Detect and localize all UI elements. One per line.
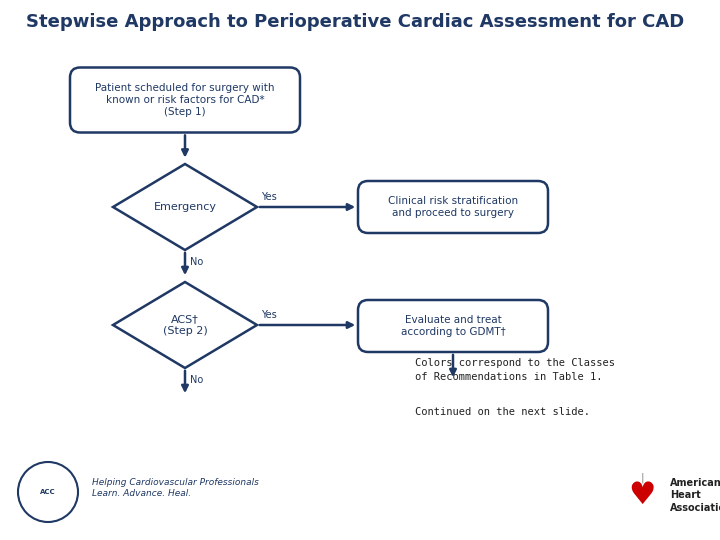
Text: Yes: Yes bbox=[261, 310, 276, 320]
FancyBboxPatch shape bbox=[70, 68, 300, 132]
Text: Patient scheduled for surgery with
known or risk factors for CAD*
(Step 1): Patient scheduled for surgery with known… bbox=[95, 83, 275, 117]
Text: Helping Cardiovascular Professionals
Learn. Advance. Heal.: Helping Cardiovascular Professionals Lea… bbox=[92, 477, 259, 498]
Text: Clinical risk stratification
and proceed to surgery: Clinical risk stratification and proceed… bbox=[388, 196, 518, 218]
FancyBboxPatch shape bbox=[358, 181, 548, 233]
Text: No: No bbox=[190, 375, 203, 385]
Polygon shape bbox=[113, 282, 257, 368]
Text: ACS†
(Step 2): ACS† (Step 2) bbox=[163, 314, 207, 336]
Text: Yes: Yes bbox=[261, 192, 276, 202]
Text: No: No bbox=[190, 257, 203, 267]
Text: American
Heart
Association®: American Heart Association® bbox=[670, 477, 720, 512]
Text: |: | bbox=[640, 472, 644, 483]
Text: Stepwise Approach to Perioperative Cardiac Assessment for CAD: Stepwise Approach to Perioperative Cardi… bbox=[26, 13, 684, 31]
Text: Emergency: Emergency bbox=[153, 202, 217, 212]
Text: Evaluate and treat
according to GDMT†: Evaluate and treat according to GDMT† bbox=[400, 315, 505, 337]
Text: ♥: ♥ bbox=[629, 481, 656, 510]
Polygon shape bbox=[113, 164, 257, 250]
Text: Continued on the next slide.: Continued on the next slide. bbox=[415, 407, 590, 417]
Text: ACC: ACC bbox=[40, 489, 56, 495]
Text: Colors correspond to the Classes
of Recommendations in Table 1.: Colors correspond to the Classes of Reco… bbox=[415, 358, 615, 382]
FancyBboxPatch shape bbox=[358, 300, 548, 352]
